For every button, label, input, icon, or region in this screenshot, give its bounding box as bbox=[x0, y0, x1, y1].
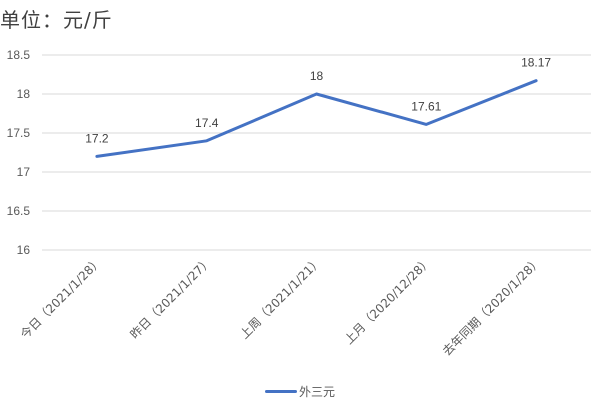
legend-label: 外三元 bbox=[298, 385, 335, 399]
data-label: 18 bbox=[310, 69, 324, 83]
x-tick-label: 上周（2021/1/21） bbox=[237, 254, 324, 341]
y-tick-label: 16 bbox=[17, 243, 31, 257]
legend-line-icon bbox=[264, 390, 297, 393]
data-label: 17.2 bbox=[85, 131, 109, 145]
unit-label: 单位：元/斤 bbox=[0, 8, 113, 32]
x-tick-label: 今日（2021/1/28） bbox=[17, 254, 105, 342]
y-tick-label: 18.5 bbox=[7, 48, 31, 62]
y-tick-label: 17.5 bbox=[7, 126, 31, 140]
x-tick-label: 上月（2020/12/28） bbox=[342, 254, 435, 347]
x-axis-labels: 今日（2021/1/28） 昨日（2021/1/27） 上周（2021/1/21）上… bbox=[17, 254, 544, 359]
x-tick-label: 昨日（2021/1/27） bbox=[127, 254, 214, 341]
data-labels: 17.2 17.4 18 17.61 18.17 bbox=[85, 56, 551, 146]
gridlines bbox=[42, 54, 591, 251]
x-tick-label: 去年同期（2020/1/28） bbox=[440, 254, 544, 358]
y-tick-label: 16.5 bbox=[7, 204, 31, 218]
series-line bbox=[95, 79, 538, 158]
y-axis-ticks: 16 16.5 17 17.5 18 18.5 bbox=[7, 48, 31, 257]
legend: 外三元 bbox=[0, 383, 600, 400]
data-label: 18.17 bbox=[521, 56, 551, 70]
y-tick-label: 17 bbox=[17, 165, 31, 179]
data-label: 17.61 bbox=[411, 99, 441, 113]
data-label: 17.4 bbox=[195, 116, 219, 130]
y-tick-label: 18 bbox=[17, 87, 31, 101]
